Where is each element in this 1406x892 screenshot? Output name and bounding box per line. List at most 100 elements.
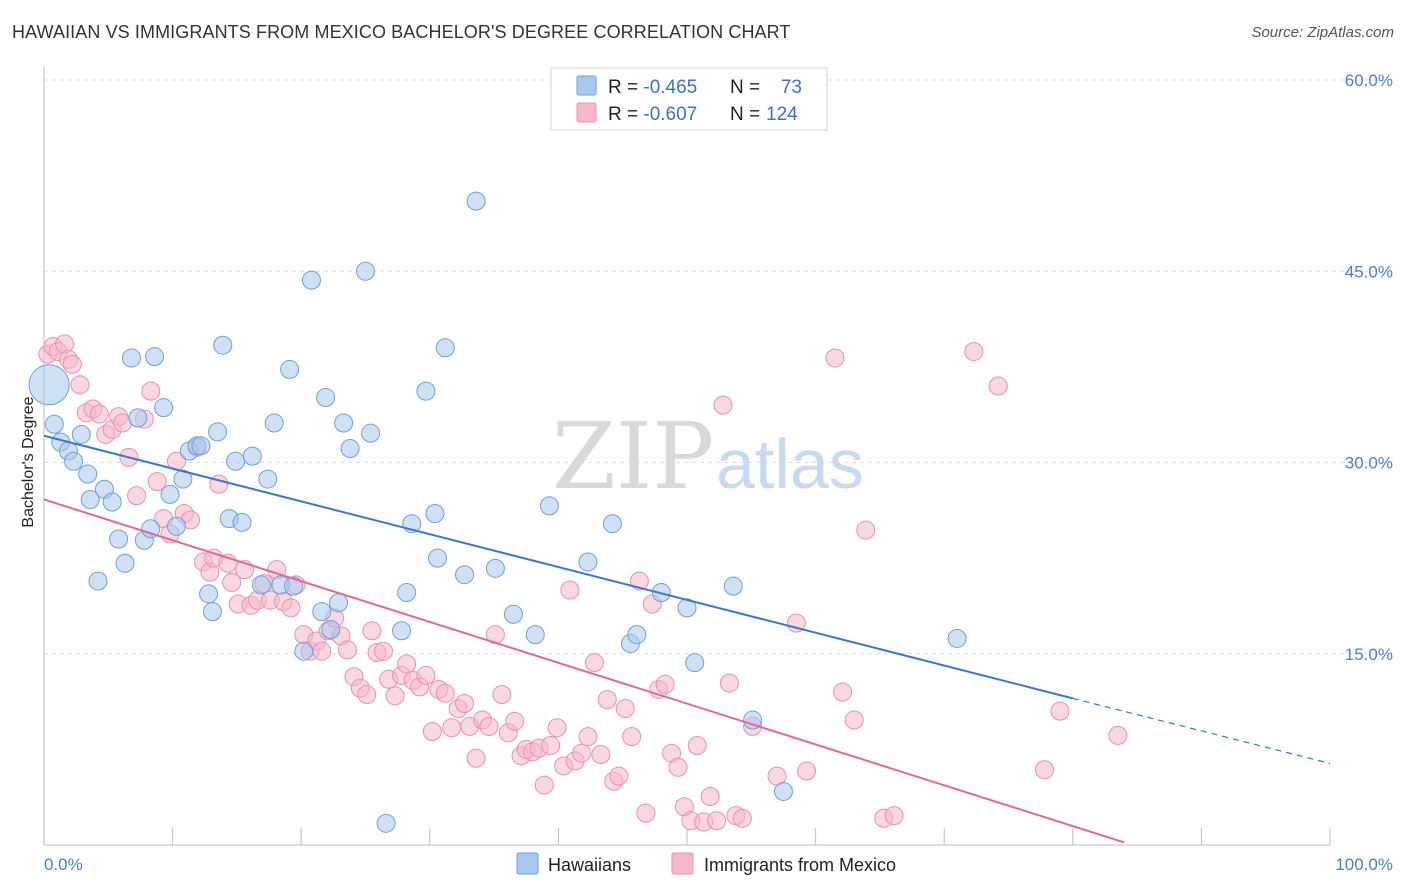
- point-hawaiians: [28, 364, 70, 406]
- point-hawaiians: [173, 469, 193, 489]
- point-hawaiians: [242, 446, 262, 466]
- point-hawaiians: [361, 423, 381, 443]
- point-hawaiians: [397, 583, 417, 603]
- point-hawaiians: [503, 604, 523, 624]
- point-immigrants: [312, 641, 332, 661]
- point-immigrants: [622, 727, 642, 747]
- point-hawaiians: [191, 436, 211, 456]
- legend-r-label: R =: [608, 77, 643, 98]
- point-hawaiians: [627, 625, 647, 645]
- point-hawaiians: [258, 469, 278, 489]
- point-immigrants: [700, 787, 720, 807]
- point-immigrants: [884, 806, 904, 826]
- x-tick-label: 0.0%: [44, 855, 83, 874]
- grid-lines: [44, 79, 1392, 655]
- point-hawaiians: [416, 381, 436, 401]
- point-immigrants: [578, 727, 598, 747]
- legend-row-hawaiians: R = -0.465 N = 73: [576, 75, 802, 98]
- point-immigrants: [357, 685, 377, 705]
- point-hawaiians: [44, 414, 64, 434]
- x-tick-label: 100.0%: [1335, 855, 1393, 874]
- bottom-legend-swatch-hawaiians: [516, 852, 539, 875]
- chart-title: HAWAIIAN VS IMMIGRANTS FROM MEXICO BACHE…: [12, 22, 791, 42]
- point-immigrants: [147, 472, 167, 492]
- point-immigrants: [844, 710, 864, 730]
- point-immigrants: [534, 775, 554, 795]
- source-label: Source: ZipAtlas.com: [1251, 24, 1394, 41]
- point-immigrants: [591, 744, 611, 764]
- point-hawaiians: [232, 512, 252, 532]
- point-immigrants: [572, 743, 592, 763]
- legend-r-label: R =: [608, 104, 643, 125]
- legend-n-label: N =: [730, 104, 760, 125]
- point-hawaiians: [455, 565, 475, 585]
- point-immigrants: [435, 683, 455, 703]
- point-immigrants: [416, 665, 436, 685]
- point-hawaiians: [328, 593, 348, 613]
- trend-line-immigrants: [43, 498, 1125, 844]
- legend: R = -0.465 N = 73 R = -0.607 N = 124: [550, 67, 828, 131]
- point-hawaiians: [435, 338, 455, 358]
- y-tick-label: 15.0%: [1345, 645, 1393, 664]
- trend-lines: [43, 434, 1331, 844]
- point-immigrants: [70, 375, 90, 395]
- point-immigrants: [455, 693, 475, 713]
- point-immigrants: [281, 598, 301, 618]
- point-immigrants: [1108, 725, 1128, 745]
- point-immigrants: [797, 761, 817, 781]
- watermark-zip: ZIP: [552, 403, 714, 510]
- point-immigrants: [668, 757, 688, 777]
- svg-text:R = -0.465: R = -0.465: [608, 77, 697, 98]
- point-hawaiians: [202, 602, 222, 622]
- watermark-atlas: atlas: [716, 425, 864, 503]
- point-hawaiians: [154, 398, 174, 418]
- point-immigrants: [541, 736, 561, 756]
- point-hawaiians: [166, 516, 186, 536]
- point-hawaiians: [321, 620, 341, 640]
- point-immigrants: [337, 640, 357, 660]
- legend-r-value: -0.607: [643, 104, 697, 125]
- point-hawaiians: [294, 641, 314, 661]
- point-hawaiians: [88, 571, 108, 591]
- point-hawaiians: [213, 335, 233, 355]
- point-immigrants: [505, 711, 525, 731]
- axes: [43, 66, 1331, 846]
- trend-line-extension-hawaiians: [1072, 697, 1331, 764]
- point-hawaiians: [428, 548, 448, 568]
- legend-n-value: 73: [781, 77, 802, 98]
- tick-labels: 15.0% 30.0% 45.0% 60.0% 0.0% 100.0%: [44, 71, 1393, 874]
- legend-row-immigrants: R = -0.607 N = 124: [576, 102, 798, 125]
- point-immigrants: [362, 621, 382, 641]
- point-immigrants: [833, 682, 853, 702]
- point-immigrants: [732, 808, 752, 828]
- point-hawaiians: [316, 387, 336, 407]
- y-tick-label: 45.0%: [1345, 262, 1393, 281]
- point-hawaiians: [145, 347, 165, 367]
- point-immigrants: [1035, 760, 1055, 780]
- point-immigrants: [127, 486, 147, 506]
- point-hawaiians: [947, 628, 967, 648]
- point-hawaiians: [312, 602, 332, 622]
- point-immigrants: [687, 736, 707, 756]
- bottom-legend-label-immigrants: Immigrants from Mexico: [704, 855, 896, 875]
- legend-n-value: 124: [766, 104, 798, 125]
- point-immigrants: [584, 653, 604, 673]
- point-hawaiians: [80, 489, 100, 509]
- point-immigrants: [719, 673, 739, 693]
- point-immigrants: [964, 342, 984, 362]
- point-hawaiians: [425, 504, 445, 523]
- point-immigrants: [479, 716, 499, 736]
- point-hawaiians: [264, 413, 284, 433]
- point-hawaiians: [251, 575, 271, 595]
- point-immigrants: [397, 654, 417, 674]
- point-hawaiians: [376, 813, 396, 833]
- point-immigrants: [856, 520, 876, 540]
- bottom-legend-label-hawaiians: Hawaiians: [548, 855, 631, 875]
- point-hawaiians: [109, 529, 129, 549]
- legend-swatch-immigrants: [576, 102, 597, 123]
- point-hawaiians: [160, 484, 180, 504]
- point-hawaiians: [283, 576, 303, 596]
- legend-box: [550, 67, 828, 131]
- y-axis-title: Bachelor's Degree: [20, 396, 37, 527]
- point-immigrants: [89, 404, 109, 424]
